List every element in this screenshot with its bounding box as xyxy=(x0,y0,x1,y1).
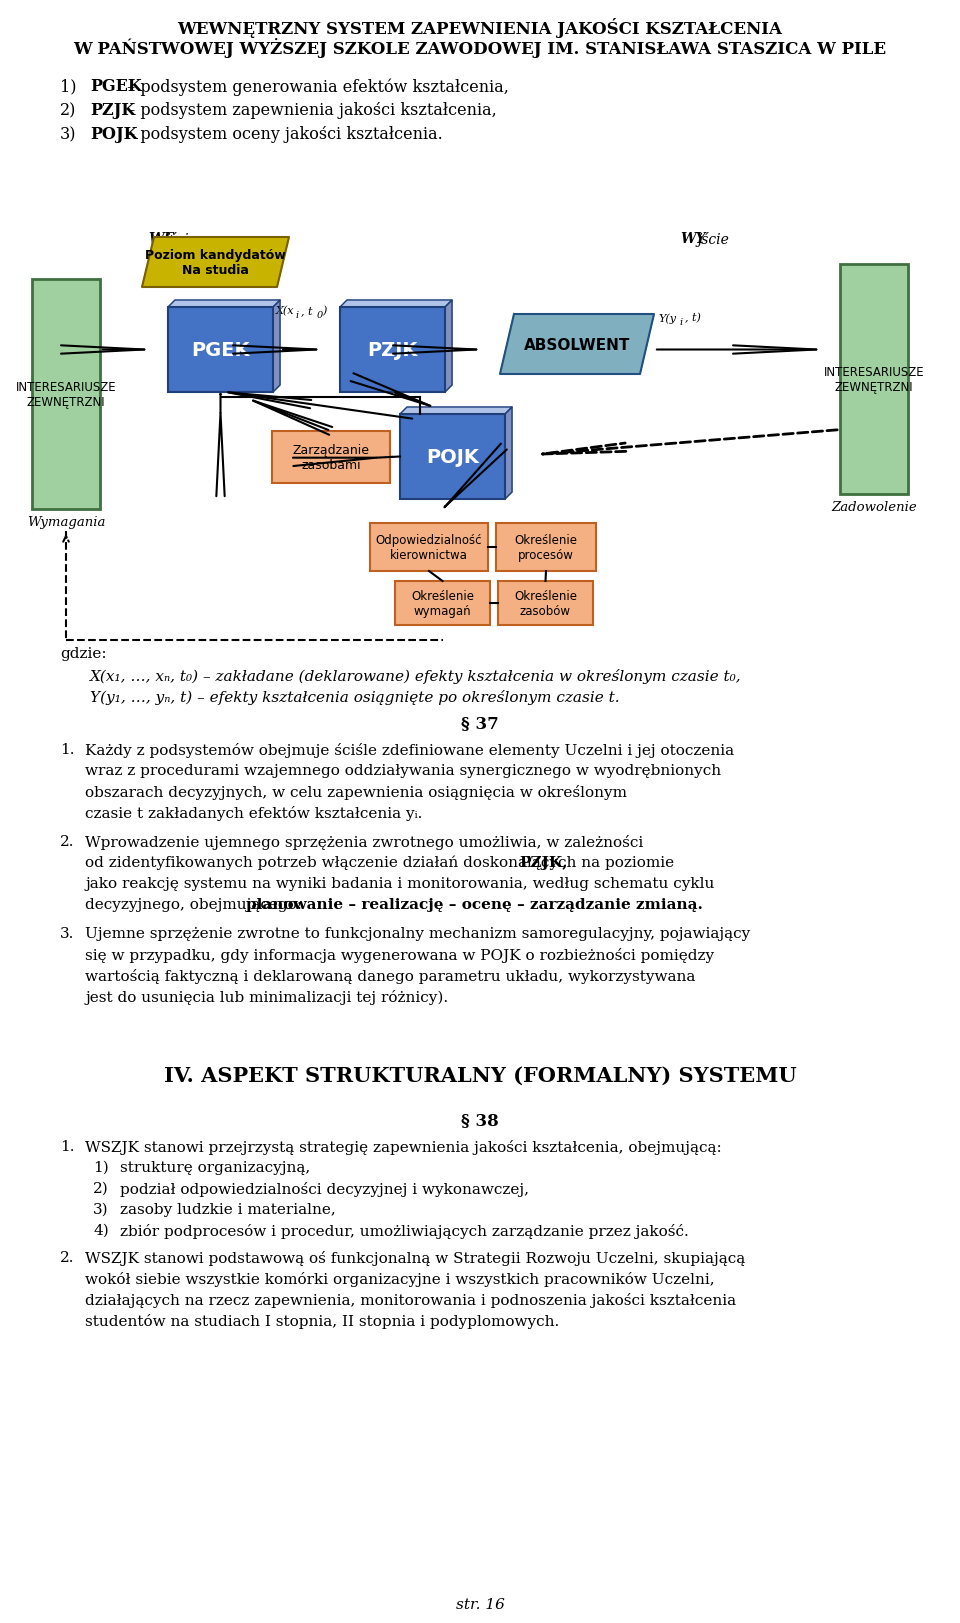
Text: 2): 2) xyxy=(93,1182,108,1195)
FancyBboxPatch shape xyxy=(395,581,490,625)
Polygon shape xyxy=(400,407,512,415)
Text: Określenie
wymagań: Określenie wymagań xyxy=(411,589,474,618)
Text: POJK: POJK xyxy=(90,127,137,143)
Text: PZJK,: PZJK, xyxy=(519,855,568,870)
Text: 2.: 2. xyxy=(60,834,75,849)
Text: WSZJK stanowi podstawową oś funkcjonalną w Strategii Rozwoju Uczelni, skupiającą: WSZJK stanowi podstawową oś funkcjonalną… xyxy=(85,1250,745,1266)
Polygon shape xyxy=(273,300,280,393)
Text: str. 16: str. 16 xyxy=(456,1597,504,1612)
Text: się w przypadku, gdy informacja wygenerowana w POJK o rozbieżności pomiędzy: się w przypadku, gdy informacja wygenero… xyxy=(85,948,714,962)
Polygon shape xyxy=(168,300,280,308)
Text: ): ) xyxy=(322,305,326,316)
Text: Poziom kandydatów
Na studia: Poziom kandydatów Na studia xyxy=(145,248,286,278)
Text: Określenie
zasobów: Określenie zasobów xyxy=(514,589,577,618)
Text: WSZJK stanowi przejrzystą strategię zapewnienia jakości kształcenia, obejmującą:: WSZJK stanowi przejrzystą strategię zape… xyxy=(85,1139,722,1154)
Text: X(x: X(x xyxy=(276,305,295,316)
Text: ABSOLWENT: ABSOLWENT xyxy=(524,338,630,352)
Text: PGEK: PGEK xyxy=(191,341,250,360)
Polygon shape xyxy=(142,239,289,287)
FancyBboxPatch shape xyxy=(400,415,505,500)
FancyBboxPatch shape xyxy=(840,265,908,495)
Text: POJK: POJK xyxy=(426,448,479,467)
Text: 2): 2) xyxy=(60,102,77,118)
Text: § 37: § 37 xyxy=(461,714,499,732)
Text: działających na rzecz zapewnienia, monitorowania i podnoszenia jakości kształcen: działających na rzecz zapewnienia, monit… xyxy=(85,1292,736,1307)
Text: i: i xyxy=(680,318,684,326)
Text: jście: jście xyxy=(166,232,198,247)
Text: Określenie
procesów: Określenie procesów xyxy=(515,534,578,562)
Text: jście: jście xyxy=(698,232,730,247)
Text: zasoby ludzkie i materialne,: zasoby ludzkie i materialne, xyxy=(120,1203,336,1216)
Text: 3): 3) xyxy=(93,1203,108,1216)
Text: IV. ASPEKT STRUKTURALNY (FORMALNY) SYSTEMU: IV. ASPEKT STRUKTURALNY (FORMALNY) SYSTE… xyxy=(164,1065,796,1086)
Text: Y(y: Y(y xyxy=(658,313,676,323)
FancyBboxPatch shape xyxy=(32,279,100,510)
Text: W PAŃSTWOWEJ WYŻSZEJ SZKOLE ZAWODOWEJ IM. STANISŁAWA STASZICA W PILE: W PAŃSTWOWEJ WYŻSZEJ SZKOLE ZAWODOWEJ IM… xyxy=(73,37,887,58)
Polygon shape xyxy=(505,407,512,500)
Text: , t: , t xyxy=(301,305,313,316)
Text: X(x₁, …, xₙ, t₀) – zakładane (deklarowane) efekty kształcenia w określonym czasi: X(x₁, …, xₙ, t₀) – zakładane (deklarowan… xyxy=(90,669,742,683)
Text: 1): 1) xyxy=(60,78,77,94)
Text: studentów na studiach I stopnia, II stopnia i podyplomowych.: studentów na studiach I stopnia, II stop… xyxy=(85,1313,560,1328)
Text: PZJK: PZJK xyxy=(368,341,418,360)
Text: wraz z procedurami wzajemnego oddziaływania synergicznego w wyodrębnionych: wraz z procedurami wzajemnego oddziaływa… xyxy=(85,763,721,777)
Text: jako reakcję systemu na wyniki badania i monitorowania, według schematu cyklu: jako reakcję systemu na wyniki badania i… xyxy=(85,876,714,891)
Text: obszarach decyzyjnych, w celu zapewnienia osiągnięcia w określonym: obszarach decyzyjnych, w celu zapewnieni… xyxy=(85,784,627,800)
Text: i: i xyxy=(296,312,300,320)
Text: Wymagania: Wymagania xyxy=(27,516,106,529)
Text: podział odpowiedzialności decyzyjnej i wykonawczej,: podział odpowiedzialności decyzyjnej i w… xyxy=(120,1182,529,1196)
Text: – podsystem zapewnienia jakości kształcenia,: – podsystem zapewnienia jakości kształce… xyxy=(122,102,496,118)
Text: – podsystem oceny jakości kształcenia.: – podsystem oceny jakości kształcenia. xyxy=(122,127,443,143)
Text: WE: WE xyxy=(148,232,175,245)
Text: Ujemne sprzężenie zwrotne to funkcjonalny mechanizm samoregulacyjny, pojawiający: Ujemne sprzężenie zwrotne to funkcjonaln… xyxy=(85,927,751,940)
Text: WY: WY xyxy=(680,232,706,245)
Text: 2.: 2. xyxy=(60,1250,75,1264)
Text: gdzie:: gdzie: xyxy=(60,646,107,661)
Polygon shape xyxy=(500,315,654,375)
Text: 1.: 1. xyxy=(60,743,75,756)
Text: Zarządzanie
zasobami: Zarządzanie zasobami xyxy=(293,443,370,472)
Text: 1.: 1. xyxy=(60,1139,75,1154)
Text: planowanie – realizację – ocenę – zarządzanie zmianą.: planowanie – realizację – ocenę – zarząd… xyxy=(246,898,703,912)
Text: od zidentyfikowanych potrzeb włączenie działań doskonalących na poziomie: od zidentyfikowanych potrzeb włączenie d… xyxy=(85,855,679,870)
Text: , t): , t) xyxy=(685,313,701,323)
Text: § 38: § 38 xyxy=(461,1112,499,1128)
Text: wartością faktyczną i deklarowaną danego parametru układu, wykorzystywana: wartością faktyczną i deklarowaną danego… xyxy=(85,969,695,984)
Text: Wprowadzenie ujemnego sprzężenia zwrotnego umożliwia, w zależności: Wprowadzenie ujemnego sprzężenia zwrotne… xyxy=(85,834,643,849)
Text: wokół siebie wszystkie komórki organizacyjne i wszystkich pracowników Uczelni,: wokół siebie wszystkie komórki organizac… xyxy=(85,1271,714,1285)
FancyBboxPatch shape xyxy=(340,308,445,393)
Text: Y(y₁, …, yₙ, t) – efekty kształcenia osiągnięte po określonym czasie t.: Y(y₁, …, yₙ, t) – efekty kształcenia osi… xyxy=(90,690,619,704)
FancyBboxPatch shape xyxy=(496,524,596,571)
Text: 1): 1) xyxy=(93,1160,108,1175)
Text: – podsystem generowania efektów kształcenia,: – podsystem generowania efektów kształce… xyxy=(122,78,509,96)
Text: Odpowiedzialność
kierownictwa: Odpowiedzialność kierownictwa xyxy=(375,534,482,562)
Text: Zadowolenie: Zadowolenie xyxy=(831,500,917,514)
Text: WEWNĘTRZNY SYSTEM ZAPEWNIENIA JAKOŚCI KSZTAŁCENIA: WEWNĘTRZNY SYSTEM ZAPEWNIENIA JAKOŚCI KS… xyxy=(178,18,782,37)
Text: INTERESARIUSZE
ZEWNĘTRZNI: INTERESARIUSZE ZEWNĘTRZNI xyxy=(15,381,116,409)
Text: zbiór podprocesów i procedur, umożliwiających zarządzanie przez jakość.: zbiór podprocesów i procedur, umożliwiaj… xyxy=(120,1224,688,1238)
Text: czasie t zakładanych efektów kształcenia yᵢ.: czasie t zakładanych efektów kształcenia… xyxy=(85,805,422,821)
Text: INTERESARIUSZE
ZEWNĘTRZNI: INTERESARIUSZE ZEWNĘTRZNI xyxy=(824,365,924,394)
Text: strukturę organizacyjną,: strukturę organizacyjną, xyxy=(120,1160,310,1175)
Text: 3.: 3. xyxy=(60,927,74,940)
Text: 0: 0 xyxy=(317,312,324,320)
FancyBboxPatch shape xyxy=(272,432,390,484)
FancyBboxPatch shape xyxy=(498,581,593,625)
Text: 3): 3) xyxy=(60,127,77,143)
Text: 4): 4) xyxy=(93,1224,108,1237)
Text: jest do usunięcia lub minimalizacji tej różnicy).: jest do usunięcia lub minimalizacji tej … xyxy=(85,990,448,1005)
Polygon shape xyxy=(445,300,452,393)
Polygon shape xyxy=(340,300,452,308)
FancyBboxPatch shape xyxy=(168,308,273,393)
Text: decyzyjnego, obejmującego:: decyzyjnego, obejmującego: xyxy=(85,898,307,912)
Text: PZJK: PZJK xyxy=(90,102,135,118)
FancyBboxPatch shape xyxy=(370,524,488,571)
Text: PGEK: PGEK xyxy=(90,78,142,94)
Text: Każdy z podsystemów obejmuje ściśle zdefiniowane elementy Uczelni i jej otoczeni: Każdy z podsystemów obejmuje ściśle zdef… xyxy=(85,743,734,758)
